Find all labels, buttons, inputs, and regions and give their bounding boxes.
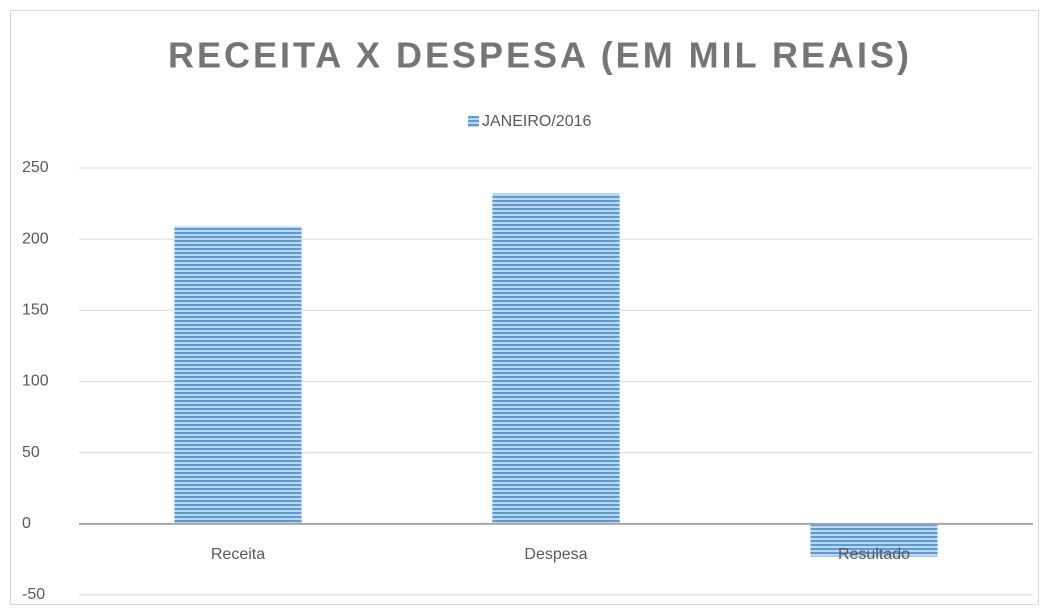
- chart-title: RECEITA X DESPESA (EM MIL REAIS): [168, 35, 912, 76]
- y-tick-label: -50: [22, 586, 45, 603]
- x-tick-label: Resultado: [838, 546, 910, 563]
- y-tick-label: 100: [22, 373, 49, 390]
- legend-label: JANEIRO/2016: [482, 113, 591, 130]
- bar: [492, 193, 620, 524]
- y-tick-label: 200: [22, 230, 49, 247]
- y-tick-label: 0: [22, 515, 31, 532]
- y-tick-label: 150: [22, 302, 49, 319]
- x-tick-label: Despesa: [524, 546, 587, 563]
- bar: [174, 226, 302, 524]
- y-tick-label: 250: [22, 159, 49, 176]
- legend-swatch: [468, 116, 479, 127]
- bar: [810, 523, 938, 557]
- y-tick-label: 50: [22, 444, 40, 461]
- x-tick-label: Receita: [211, 546, 265, 563]
